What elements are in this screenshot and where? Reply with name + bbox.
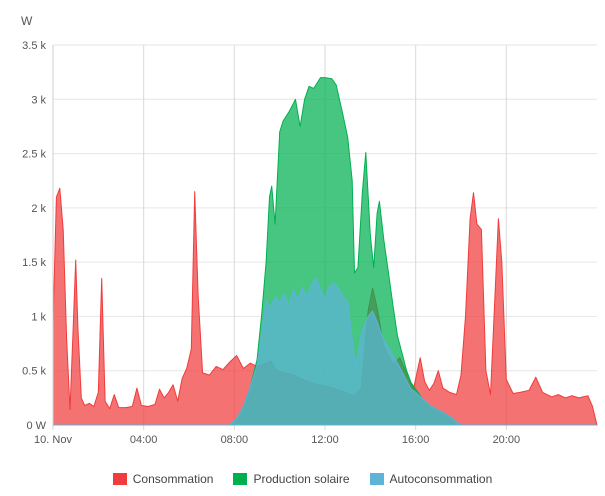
x-tick-label: 08:00 xyxy=(221,434,249,446)
x-tick-label: 20:00 xyxy=(493,434,521,446)
legend-swatch-autoconsommation xyxy=(369,473,384,485)
legend-label-production-solaire: Production solaire xyxy=(253,472,350,486)
legend-item-production-solaire[interactable]: Production solaire xyxy=(233,472,350,486)
y-tick-label: 2.5 k xyxy=(22,149,46,161)
series-area-autoconsommation[interactable] xyxy=(52,276,598,426)
y-tick-label: 1.5 k xyxy=(22,257,46,269)
legend-item-consommation[interactable]: Consommation xyxy=(112,472,214,486)
legend-label-autoconsommation: Autoconsommation xyxy=(389,472,493,486)
legend: Consommation Production solaire Autocons… xyxy=(0,469,605,489)
y-tick-label: 1 k xyxy=(31,311,46,323)
power-chart: 0 W 0.5 k 1 k 1.5 k 2 k 2.5 k 3 k 3.5 k 10. Nov 0… xyxy=(21,14,598,446)
y-unit-label: W xyxy=(21,14,33,28)
legend-label-consommation: Consommation xyxy=(132,472,214,486)
x-tick-label: 10. Nov xyxy=(34,434,72,446)
legend-item-autoconsommation[interactable]: Autoconsommation xyxy=(369,472,493,486)
y-tick-label: 0 W xyxy=(26,420,46,432)
x-tick-label: 16:00 xyxy=(402,434,430,446)
y-tick-label: 3.5 k xyxy=(22,40,46,52)
y-tick-label: 2 k xyxy=(31,203,46,215)
legend-swatch-production-solaire xyxy=(233,473,248,485)
series-area-production-solaire[interactable] xyxy=(52,77,598,426)
x-tick-label: 04:00 xyxy=(130,434,158,446)
y-tick-label: 0.5 k xyxy=(22,366,46,378)
legend-swatch-consommation xyxy=(112,473,127,485)
x-tick-label: 12:00 xyxy=(311,434,339,446)
y-tick-label: 3 k xyxy=(31,94,46,106)
